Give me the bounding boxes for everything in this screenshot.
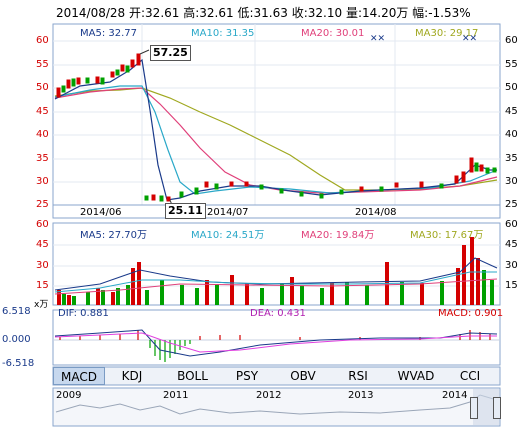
open-label: 开:	[129, 6, 146, 20]
callout-leader-high	[139, 49, 150, 55]
candlesticks	[56, 53, 497, 202]
ma20-line	[54, 87, 498, 194]
macd-value-legend: MACD: 0.901	[438, 308, 504, 319]
low-price-callout: 25.11	[165, 203, 206, 219]
price-panel-frame	[52, 23, 501, 219]
price-ytick-left: 25	[36, 199, 49, 210]
vol-ma10-line	[54, 271, 497, 293]
volume-label: 量:	[345, 6, 362, 20]
price-ytick-right: 40	[505, 129, 518, 140]
vol-ma30-legend: MA30: 17.67万	[410, 230, 484, 241]
price-ytick-left: 35	[36, 153, 49, 164]
tab-macd[interactable]: MACD	[53, 367, 105, 385]
close-value: 32.10	[307, 6, 343, 20]
price-ma10-legend: MA10: 31.35	[191, 28, 255, 39]
vol-ma20-legend: MA20: 19.84万	[301, 230, 375, 241]
volume-ytick-right: 30	[505, 260, 518, 271]
change-label: 幅:	[412, 6, 429, 20]
tab-kdj[interactable]: KDJ	[121, 369, 143, 383]
date-tick: 2014/08	[355, 207, 397, 218]
price-ma30-legend: MA30: 29.17	[415, 28, 479, 39]
quote-date: 2014/08/28	[56, 6, 126, 20]
high-label: 高:	[183, 6, 200, 20]
collapse-icon[interactable]: ✕✕	[462, 34, 478, 44]
tab-obv[interactable]: OBV	[290, 369, 316, 383]
quote-header: 2014/08/28 开:32.61 高:32.61 低:31.63 收:32.…	[56, 4, 471, 21]
date-tick: 2014/07	[207, 207, 249, 218]
price-ytick-right: 30	[505, 176, 518, 187]
volume-ytick-left: 45	[36, 239, 49, 250]
volume-ytick-left: 15	[36, 280, 49, 291]
timeline-year: 2014	[442, 390, 468, 401]
expand-icon[interactable]: ✕✕	[370, 34, 386, 44]
price-ma20-legend: MA20: 30.01	[301, 28, 365, 39]
macd-dea-legend: DEA: 0.431	[250, 308, 306, 319]
price-ytick-right: 45	[505, 106, 518, 117]
price-ytick-right: 35	[505, 153, 518, 164]
timeline-right-handle[interactable]	[493, 397, 501, 419]
macd-dif-legend: DIF: 0.881	[58, 308, 109, 319]
macd-dea-line	[54, 332, 497, 353]
volume-unit-label: x万	[34, 300, 49, 310]
price-gridlines	[53, 24, 500, 205]
open-value: 32.61	[145, 6, 180, 20]
volume-ytick-right: 45	[505, 239, 518, 250]
timeline-left-handle[interactable]	[470, 397, 478, 419]
volume-ytick-left: 60	[36, 219, 49, 230]
volume-value: 14.20万	[361, 6, 409, 20]
tab-wvad[interactable]: WVAD	[397, 369, 435, 383]
high-price-callout: 57.25	[150, 45, 191, 61]
price-ytick-left: 40	[36, 129, 49, 140]
tab-cci[interactable]: CCI	[459, 369, 481, 383]
price-ytick-left: 50	[36, 82, 49, 93]
timeline-year: 2013	[348, 390, 374, 401]
price-ytick-right: 55	[505, 59, 518, 70]
timeline-year: 2011	[163, 390, 189, 401]
volume-ytick-right: 15	[505, 280, 518, 291]
price-ytick-left: 30	[36, 176, 49, 187]
volume-ytick-left: 30	[36, 260, 49, 271]
tab-boll[interactable]: BOLL	[177, 369, 208, 383]
price-ytick-right: 25	[505, 199, 518, 210]
tab-rsi[interactable]: RSI	[348, 369, 368, 383]
timeline-sparkline	[55, 394, 498, 415]
price-ytick-left: 55	[36, 59, 49, 70]
vol-ma10-legend: MA10: 24.51万	[191, 230, 265, 241]
high-value: 32.61	[199, 6, 234, 20]
date-tick: 2014/06	[80, 207, 122, 218]
low-value: 31.63	[253, 6, 288, 20]
tab-psy[interactable]: PSY	[235, 369, 259, 383]
volume-ytick-right: 60	[505, 219, 518, 230]
price-ytick-left: 60	[36, 35, 49, 46]
macd-ytick: -6.518	[2, 358, 35, 369]
close-label: 收:	[291, 6, 308, 20]
change-value: -1.53%	[428, 6, 471, 20]
timeline-year: 2012	[256, 390, 282, 401]
macd-ytick: 6.518	[2, 306, 31, 317]
timeline-year: 2009	[56, 390, 82, 401]
price-ytick-right: 60	[505, 35, 518, 46]
timeline-navigator[interactable]	[52, 387, 501, 427]
vol-ma5-legend: MA5: 27.70万	[80, 230, 148, 241]
vol-ma20-line	[54, 278, 498, 295]
price-ytick-left: 45	[36, 106, 49, 117]
price-ma5-legend: MA5: 32.77	[80, 28, 138, 39]
price-ytick-right: 50	[505, 82, 518, 93]
macd-ytick: 0.000	[2, 334, 31, 345]
low-label: 低:	[237, 6, 254, 20]
